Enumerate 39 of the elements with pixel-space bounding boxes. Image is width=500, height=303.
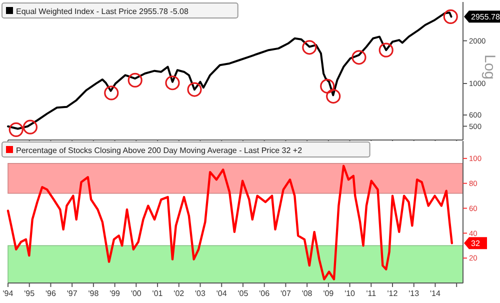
x-tick-label: '06 — [259, 289, 270, 298]
point — [128, 72, 142, 88]
x-tick-label: '14 — [430, 289, 441, 298]
text: 32 — [471, 238, 480, 248]
legend-label: Equal Weighted Index - Last Price 2955.78 -5.08 — [16, 7, 189, 16]
point — [187, 82, 202, 97]
point — [302, 40, 317, 55]
point — [443, 9, 458, 24]
text: 2955.78 — [471, 12, 500, 22]
x-tick-label: '98 — [88, 289, 100, 298]
y-axis-title: Log — [481, 54, 498, 80]
point — [326, 88, 341, 104]
x-tick-label: '05 — [238, 289, 249, 298]
legend-label: Percentage of Stocks Closing Above 200 Day Moving Average - Last Price 32 +2 — [16, 146, 303, 155]
x-tick-label: '95 — [24, 289, 36, 298]
x-tick-label: '00 — [130, 289, 142, 298]
x-tick-label: '10 — [344, 289, 356, 298]
point — [8, 122, 24, 137]
x-tick-label: '02 — [174, 289, 185, 298]
x-tick-label: '94 — [2, 289, 14, 298]
x-tick-label: '12 — [387, 289, 398, 298]
line-series — [6, 164, 453, 280]
point — [165, 76, 180, 90]
point — [378, 42, 394, 58]
x-tick-label: '96 — [46, 289, 56, 298]
x-tick-label: '11 — [366, 289, 377, 298]
point — [104, 86, 119, 100]
x-tick-label: '13 — [408, 289, 420, 298]
point — [352, 50, 366, 65]
x-tick-label: '97 — [66, 289, 78, 298]
x-tick-label: '99 — [110, 289, 121, 298]
x-tick-label: '01 — [152, 289, 164, 298]
x-tick-label: '04 — [216, 289, 228, 298]
point — [320, 78, 335, 94]
x-tick-label: '09 — [323, 289, 334, 298]
point — [22, 120, 38, 134]
x-tick-label: '08 — [302, 289, 313, 298]
x-tick-label: '03 — [195, 289, 206, 298]
x-tick-label: '07 — [280, 289, 292, 298]
